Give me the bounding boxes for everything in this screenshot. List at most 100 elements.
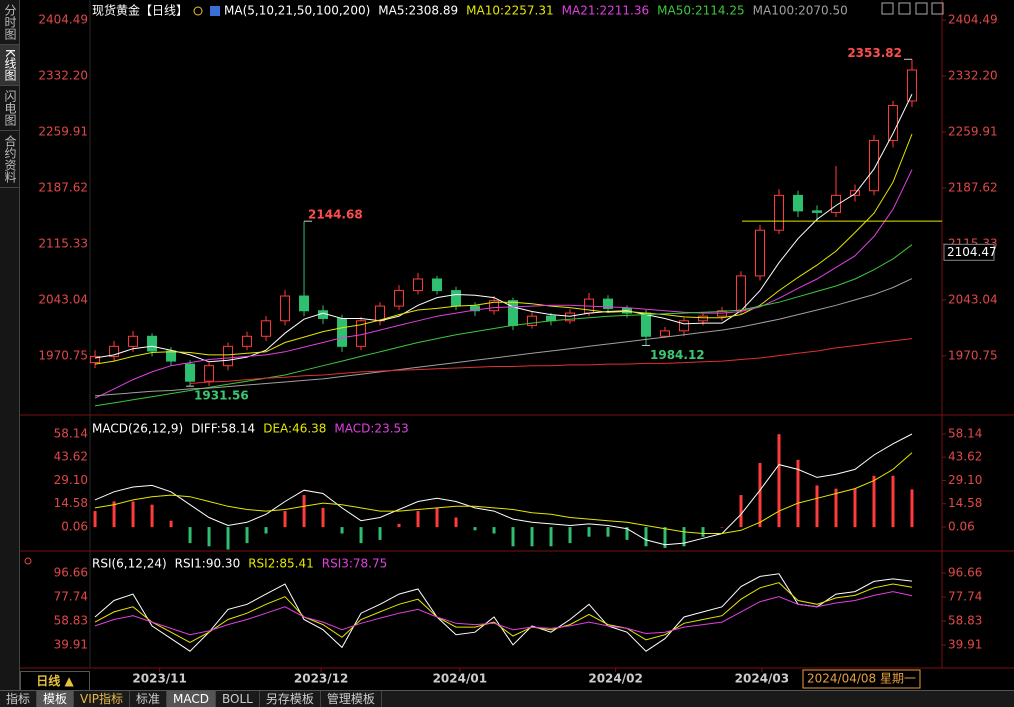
- y-tick-label: 1970.75: [38, 348, 88, 362]
- macd-bar: [853, 488, 857, 528]
- bottom-tab[interactable]: 管理模板: [321, 691, 382, 707]
- y-tick-label: 14.58: [948, 496, 982, 510]
- icon-button[interactable]: [915, 2, 928, 15]
- indicator-line: [94, 133, 913, 365]
- macd-bar: [568, 527, 572, 544]
- macd-bar: [720, 527, 724, 528]
- low-label: 1931.56: [194, 389, 249, 403]
- legend-entry: MA100:2070.50: [753, 4, 848, 18]
- macd-bar: [207, 527, 211, 547]
- x-tick-label: 2024/02: [588, 672, 642, 686]
- y-tick-label: 58.14: [54, 426, 88, 440]
- y-tick-label: 2259.91: [38, 124, 88, 138]
- icon-button[interactable]: [898, 2, 911, 15]
- candle-body: [242, 335, 253, 347]
- macd-bar: [492, 527, 496, 534]
- legend-entry: MA21:2211.36: [562, 4, 650, 18]
- candle-body: [451, 290, 462, 307]
- legend-entry: MA5:2308.89: [378, 4, 458, 18]
- macd-bar: [644, 527, 648, 547]
- chart-title: 现货黄金【日线】: [92, 3, 188, 18]
- icon-button[interactable]: [881, 2, 894, 15]
- legend-entry: RSI3:78.75: [322, 557, 388, 571]
- bottom-tab[interactable]: 标准: [130, 691, 168, 707]
- chart-title: MACD(26,12,9): [92, 422, 183, 436]
- macd-bar: [758, 463, 762, 528]
- macd-bar: [587, 527, 591, 537]
- y-tick-label: 2187.62: [948, 180, 998, 194]
- macd-bar: [815, 485, 819, 528]
- macd-bar: [682, 527, 686, 547]
- macd-bar: [473, 527, 477, 531]
- add-icon: [193, 6, 203, 16]
- sidebar-tab[interactable]: 合约资料: [0, 131, 19, 188]
- macd-bar: [226, 527, 230, 550]
- legend-entry: MA10:2257.31: [466, 4, 554, 18]
- indicator-line: [94, 452, 913, 534]
- candle-body: [147, 335, 158, 352]
- legend-entry: RSI1:90.30: [175, 557, 241, 571]
- macd-bar: [625, 527, 629, 540]
- y-tick-label: 77.74: [948, 589, 982, 603]
- indicator-line: [94, 433, 913, 546]
- bottom-tab[interactable]: 指标: [0, 691, 38, 707]
- candle-body: [660, 330, 671, 337]
- bottom-tab[interactable]: BOLL: [216, 691, 260, 707]
- macd-bar: [340, 527, 344, 534]
- candle-body: [261, 320, 272, 337]
- y-tick-label: 2332.20: [38, 69, 88, 83]
- high-label: 2144.68: [308, 208, 363, 222]
- candle-body: [792, 194, 803, 212]
- macd-bar: [910, 489, 914, 528]
- macd-bar: [302, 495, 306, 528]
- legend-entry: DIFF:58.14: [191, 422, 255, 436]
- y-tick-label: 0.06: [61, 519, 88, 533]
- icon-button[interactable]: [931, 2, 944, 15]
- macd-bar: [872, 475, 876, 528]
- candle-body: [868, 139, 879, 192]
- legend-entry: DEA:46.38: [263, 422, 326, 436]
- y-tick-label: 14.58: [54, 496, 88, 510]
- macd-bar: [359, 527, 363, 544]
- x-tick-label: 2023/12: [294, 672, 348, 686]
- candle-body: [185, 363, 196, 382]
- indicator-line: [94, 244, 913, 407]
- legend-entry: MACD:23.53: [334, 422, 408, 436]
- y-tick-label: 2043.04: [948, 292, 998, 306]
- sidebar-tab[interactable]: K线图: [0, 45, 19, 86]
- background: [0, 0, 1014, 690]
- macd-bar: [131, 501, 135, 528]
- candle-body: [280, 295, 291, 322]
- bottom-tab[interactable]: 模板: [37, 691, 75, 707]
- y-tick-label: 39.91: [948, 638, 982, 652]
- bottom-tab[interactable]: MACD: [167, 691, 217, 707]
- macd-bar: [777, 434, 781, 528]
- bottom-tab[interactable]: 另存模板: [260, 691, 321, 707]
- candle-body: [527, 315, 538, 326]
- toolbar-icons[interactable]: [881, 2, 944, 15]
- indicator-label: MA(5,10,21,50,100,200): [224, 4, 370, 18]
- candle-body: [166, 350, 177, 362]
- y-tick-label: 2404.49: [948, 13, 998, 27]
- high-label: 2353.82: [847, 46, 902, 60]
- candle-body: [223, 345, 234, 367]
- candle-body: [204, 365, 215, 382]
- y-tick-label: 2404.49: [38, 13, 88, 27]
- indicator-line: [94, 278, 913, 397]
- indicator-line: [94, 169, 913, 399]
- y-tick-label: 1970.75: [948, 348, 998, 362]
- macd-bar: [169, 520, 173, 528]
- sidebar-tab[interactable]: 分时图: [0, 0, 19, 45]
- period-button[interactable]: 日线 ▲: [20, 671, 90, 691]
- y-tick-label: 0.06: [948, 519, 975, 533]
- sidebar-tab[interactable]: 闪电图: [0, 86, 19, 131]
- cursor-price-box: [943, 243, 995, 261]
- macd-bar: [511, 527, 515, 547]
- y-tick-label: 96.66: [54, 565, 88, 579]
- macd-bar: [321, 507, 325, 528]
- y-tick-label: 43.62: [948, 450, 982, 464]
- bottom-tab[interactable]: VIP指标: [74, 691, 131, 707]
- macd-bar: [416, 511, 420, 528]
- macd-bar: [188, 527, 192, 544]
